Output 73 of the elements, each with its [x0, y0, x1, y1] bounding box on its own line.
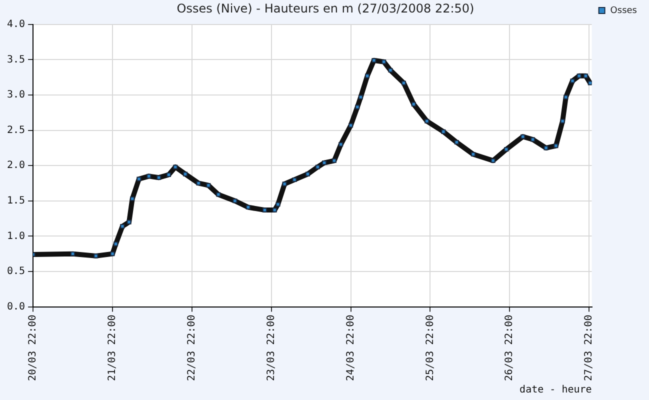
x-tick-label: 27/03 22:00 [584, 314, 595, 382]
y-tick-label: 0.0 [7, 301, 26, 312]
point [282, 182, 287, 186]
point [560, 118, 565, 124]
x-tick-label: 23/03 22:00 [266, 314, 277, 382]
y-tick-label: 1.0 [7, 230, 26, 242]
x-tick-label: 26/03 22:00 [504, 314, 516, 382]
point [365, 74, 370, 78]
x-tick-label: 21/03 22:00 [107, 314, 118, 382]
point [348, 123, 354, 128]
point [110, 252, 115, 256]
point [332, 158, 336, 163]
x-axis-title: date - heure [520, 384, 592, 396]
point [554, 144, 558, 148]
point [206, 183, 211, 188]
point [156, 175, 162, 180]
point [358, 94, 363, 100]
x-tick-label: 24/03 22:00 [345, 314, 356, 382]
y-tick-label: 1.5 [7, 195, 26, 206]
legend-label: Osses [610, 6, 638, 16]
x-tick-label: 20/03 22:00 [28, 314, 39, 382]
x-tick-label: 25/03 22:00 [424, 314, 436, 382]
point [305, 172, 310, 176]
point [262, 208, 267, 212]
point [246, 204, 250, 210]
y-tick-label: 3.0 [7, 90, 26, 101]
point [583, 74, 588, 78]
point [166, 172, 172, 178]
point [136, 176, 142, 182]
x-tick-label: 22/03 22:00 [186, 314, 198, 382]
point [355, 104, 360, 110]
point [338, 142, 344, 147]
point [576, 74, 582, 78]
point [441, 129, 446, 134]
y-tick-label: 3.5 [7, 54, 26, 66]
y-tick-label: 0.5 [7, 266, 26, 278]
point [70, 252, 76, 256]
point [183, 172, 188, 176]
point [530, 137, 536, 142]
point [570, 78, 575, 84]
point [232, 198, 238, 204]
chart-title: Osses (Nive) - Hauteurs en m (27/03/2008 22:50) [176, 1, 474, 16]
point [504, 147, 509, 152]
point [588, 80, 592, 86]
point [276, 202, 280, 207]
point [490, 158, 496, 163]
point [114, 242, 118, 246]
point [126, 220, 132, 224]
point [411, 102, 416, 106]
point [120, 224, 125, 229]
point [130, 196, 135, 202]
point [173, 164, 178, 170]
point [470, 152, 476, 157]
point [424, 118, 430, 124]
point [454, 140, 459, 145]
point [382, 60, 386, 64]
y-tick-label: 2.0 [7, 160, 26, 172]
point [196, 180, 201, 186]
point [292, 177, 297, 182]
point [322, 160, 327, 166]
point [94, 254, 98, 258]
point [401, 80, 406, 86]
point [564, 94, 568, 100]
point [372, 58, 376, 63]
point [272, 208, 277, 212]
point [388, 68, 393, 73]
point [544, 146, 548, 150]
point [520, 134, 526, 139]
point [146, 174, 152, 178]
point [315, 164, 320, 170]
point [216, 192, 221, 197]
y-tick-label: 2.5 [7, 124, 26, 136]
y-tick-label: 4.0 [7, 18, 26, 30]
